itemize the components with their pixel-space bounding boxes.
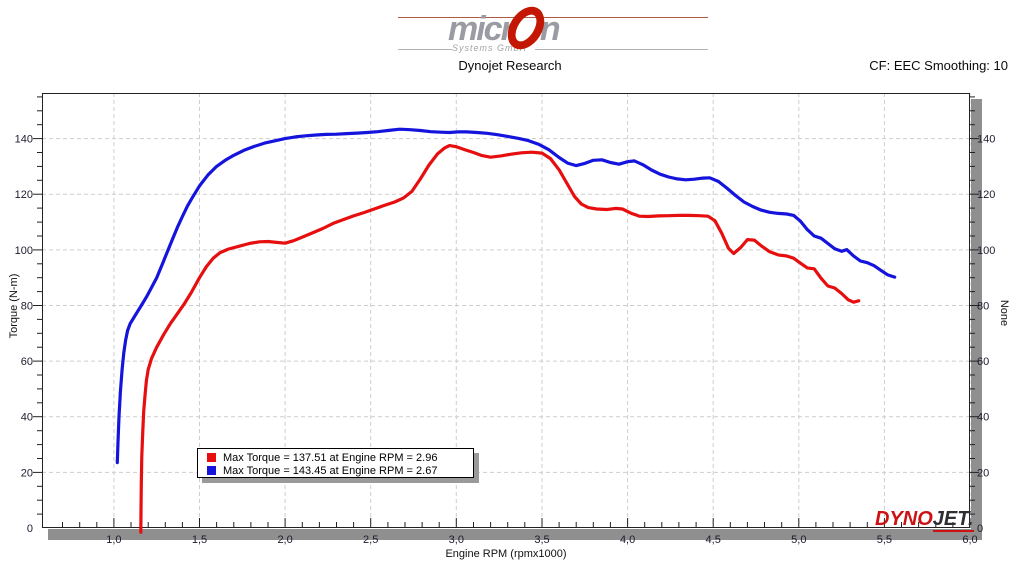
svg-text:60: 60 [21, 356, 33, 368]
svg-text:120: 120 [15, 189, 33, 201]
svg-text:20: 20 [977, 467, 989, 479]
svg-text:3,5: 3,5 [534, 534, 549, 546]
svg-text:2,0: 2,0 [277, 534, 292, 546]
micron-subtitle: Systems GmbH [452, 43, 536, 53]
svg-text:140: 140 [15, 134, 33, 146]
plot-shadow-right [971, 99, 982, 540]
y-axis-title-right: None [998, 299, 1010, 327]
svg-text:4,5: 4,5 [706, 534, 721, 546]
svg-text:40: 40 [21, 412, 33, 424]
svg-text:0: 0 [27, 523, 33, 535]
dynojet-logo: DYNOJET. [875, 508, 974, 532]
brand-right: n [539, 9, 561, 48]
legend-label-red: Max Torque = 137.51 at Engine RPM = 2.96 [223, 451, 438, 464]
svg-text:80: 80 [21, 301, 33, 313]
svg-text:1,0: 1,0 [106, 534, 121, 546]
y-axis-title-left: Torque (N-m) [8, 273, 20, 339]
svg-text:6,0: 6,0 [962, 534, 977, 546]
svg-text:0: 0 [977, 523, 983, 535]
dynojet-research-title: Dynojet Research [458, 58, 562, 73]
svg-text:60: 60 [977, 356, 989, 368]
plot-shadow-bottom [48, 529, 982, 540]
dynojet-logo-dyno: DYNO [875, 508, 933, 530]
logo-rule-bottom [398, 49, 708, 50]
svg-text:2,5: 2,5 [363, 534, 378, 546]
legend-marker-blue [207, 466, 216, 475]
dynojet-logo-jet: JET. [932, 508, 974, 532]
svg-text:40: 40 [977, 412, 989, 424]
svg-text:80: 80 [977, 301, 989, 313]
svg-text:3,0: 3,0 [449, 534, 464, 546]
smoothing-status: CF: EEC Smoothing: 10 [869, 58, 1008, 73]
legend-marker-red [207, 453, 216, 462]
brand-left: micr [448, 9, 514, 48]
legend-row-red: Max Torque = 137.51 at Engine RPM = 2.96 [198, 451, 473, 464]
legend-box: Max Torque = 137.51 at Engine RPM = 2.96… [197, 448, 474, 478]
micron-brand-text: micr n [448, 0, 561, 57]
svg-text:5,5: 5,5 [877, 534, 892, 546]
svg-text:1,5: 1,5 [192, 534, 207, 546]
logo-rule-top [398, 17, 708, 18]
legend-label-blue: Max Torque = 143.45 at Engine RPM = 2.67 [223, 464, 438, 477]
svg-text:100: 100 [15, 245, 33, 257]
legend-row-blue: Max Torque = 143.45 at Engine RPM = 2.67 [198, 464, 473, 477]
svg-text:100: 100 [977, 245, 995, 257]
svg-text:20: 20 [21, 467, 33, 479]
svg-text:5,0: 5,0 [791, 534, 806, 546]
svg-text:4,0: 4,0 [620, 534, 635, 546]
svg-text:120: 120 [977, 189, 995, 201]
micron-logo: micr n Systems GmbH [398, 0, 708, 57]
svg-text:140: 140 [977, 134, 995, 146]
x-axis-title: Engine RPM (rpmx1000) [445, 548, 567, 560]
